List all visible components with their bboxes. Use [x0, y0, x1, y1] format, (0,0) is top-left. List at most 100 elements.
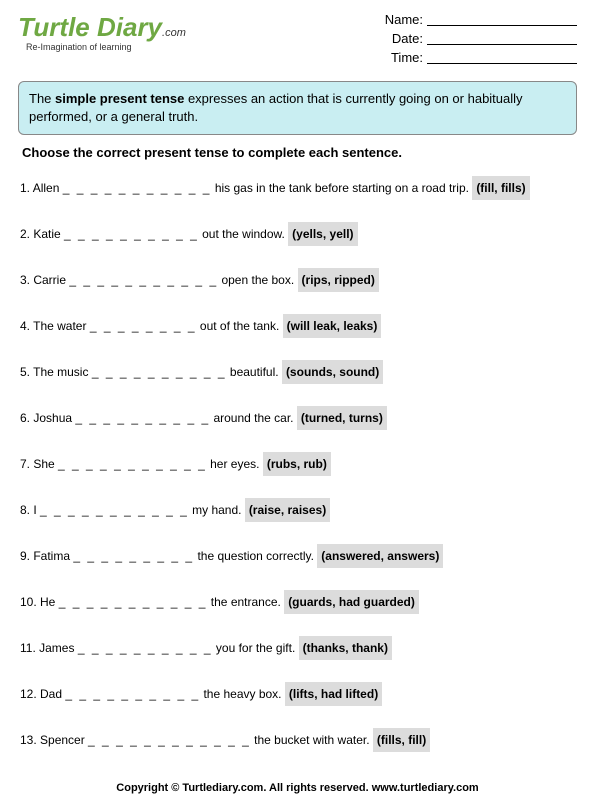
question-row: 7. She _ _ _ _ _ _ _ _ _ _ _ her eyes. (…	[20, 452, 577, 476]
question-pre: Katie	[33, 227, 64, 241]
question-pre: Fatima	[33, 549, 73, 563]
question-row: 6. Joshua _ _ _ _ _ _ _ _ _ _ around the…	[20, 406, 577, 430]
question-choices: (turned, turns)	[297, 406, 387, 430]
question-pre: Allen	[33, 181, 63, 195]
question-choices: (guards, had guarded)	[284, 590, 419, 614]
question-post: the bucket with water.	[251, 733, 373, 747]
question-choices: (answered, answers)	[317, 544, 443, 568]
question-number: 5.	[20, 365, 33, 379]
question-choices: (fills, fill)	[373, 728, 430, 752]
logo-tagline: Re-Imagination of learning	[26, 42, 186, 52]
question-post: my hand.	[189, 503, 245, 517]
question-choices: (lifts, had lifted)	[285, 682, 382, 706]
question-pre: The music	[33, 365, 92, 379]
question-number: 4.	[20, 319, 33, 333]
meta-name-row: Name:	[385, 12, 577, 27]
question-number: 12.	[20, 687, 40, 701]
question-row: 8. I _ _ _ _ _ _ _ _ _ _ _ my hand. (rai…	[20, 498, 577, 522]
question-row: 2. Katie _ _ _ _ _ _ _ _ _ _ out the win…	[20, 222, 577, 246]
meta-name-label: Name:	[385, 12, 423, 27]
question-number: 11.	[20, 641, 39, 655]
question-row: 9. Fatima _ _ _ _ _ _ _ _ _ the question…	[20, 544, 577, 568]
question-number: 9.	[20, 549, 33, 563]
question-row: 3. Carrie _ _ _ _ _ _ _ _ _ _ _ open the…	[20, 268, 577, 292]
logo-suffix: .com	[162, 27, 186, 39]
question-post: the question correctly.	[194, 549, 317, 563]
question-blank[interactable]: _ _ _ _ _ _ _ _ _ _ _ _	[88, 733, 251, 747]
question-post: her eyes.	[207, 457, 263, 471]
header: Turtle Diary.com Re-Imagination of learn…	[18, 10, 577, 69]
meta-name-line[interactable]	[427, 12, 577, 26]
question-choices: (yells, yell)	[288, 222, 357, 246]
meta-time-line[interactable]	[427, 50, 577, 64]
questions-list: 1. Allen _ _ _ _ _ _ _ _ _ _ _ his gas i…	[18, 176, 577, 752]
question-pre: I	[33, 503, 40, 517]
question-row: 5. The music _ _ _ _ _ _ _ _ _ _ beautif…	[20, 360, 577, 384]
question-pre: Dad	[40, 687, 65, 701]
question-pre: She	[33, 457, 58, 471]
question-post: his gas in the tank before starting on a…	[211, 181, 472, 195]
question-post: beautiful.	[227, 365, 282, 379]
question-pre: He	[40, 595, 59, 609]
meta-time-label: Time:	[391, 50, 423, 65]
question-row: 4. The water _ _ _ _ _ _ _ _ out of the …	[20, 314, 577, 338]
meta-date-row: Date:	[385, 31, 577, 46]
question-row: 13. Spencer _ _ _ _ _ _ _ _ _ _ _ _ the …	[20, 728, 577, 752]
question-number: 1.	[20, 181, 33, 195]
question-post: the heavy box.	[200, 687, 285, 701]
question-blank[interactable]: _ _ _ _ _ _ _ _ _ _	[75, 411, 210, 425]
question-row: 11. James _ _ _ _ _ _ _ _ _ _ you for th…	[20, 636, 577, 660]
question-blank[interactable]: _ _ _ _ _ _ _ _	[90, 319, 197, 333]
question-number: 8.	[20, 503, 33, 517]
question-pre: Carrie	[33, 273, 69, 287]
logo-text: Turtle Diary.com	[18, 14, 186, 40]
question-blank[interactable]: _ _ _ _ _ _ _ _ _	[73, 549, 194, 563]
question-blank[interactable]: _ _ _ _ _ _ _ _ _ _	[64, 227, 199, 241]
meta-time-row: Time:	[385, 50, 577, 65]
question-choices: (thanks, thank)	[299, 636, 392, 660]
question-choices: (fill, fills)	[472, 176, 529, 200]
question-post: open the box.	[218, 273, 297, 287]
question-choices: (will leak, leaks)	[283, 314, 382, 338]
logo-block: Turtle Diary.com Re-Imagination of learn…	[18, 10, 186, 69]
question-row: 10. He _ _ _ _ _ _ _ _ _ _ _ the entranc…	[20, 590, 577, 614]
question-choices: (raise, raises)	[245, 498, 330, 522]
question-number: 3.	[20, 273, 33, 287]
question-choices: (sounds, sound)	[282, 360, 383, 384]
question-blank[interactable]: _ _ _ _ _ _ _ _ _ _	[65, 687, 200, 701]
question-choices: (rubs, rub)	[263, 452, 331, 476]
question-pre: Spencer	[40, 733, 88, 747]
question-choices: (rips, ripped)	[298, 268, 379, 292]
question-post: you for the gift.	[213, 641, 299, 655]
question-post: out the window.	[199, 227, 288, 241]
question-pre: James	[39, 641, 78, 655]
meta-date-line[interactable]	[427, 31, 577, 45]
question-row: 1. Allen _ _ _ _ _ _ _ _ _ _ _ his gas i…	[20, 176, 577, 200]
question-blank[interactable]: _ _ _ _ _ _ _ _ _ _ _	[59, 595, 208, 609]
question-blank[interactable]: _ _ _ _ _ _ _ _ _ _	[78, 641, 213, 655]
question-number: 10.	[20, 595, 40, 609]
question-number: 2.	[20, 227, 33, 241]
question-blank[interactable]: _ _ _ _ _ _ _ _ _ _ _	[58, 457, 207, 471]
instruction: Choose the correct present tense to comp…	[22, 145, 577, 160]
question-blank[interactable]: _ _ _ _ _ _ _ _ _ _	[92, 365, 227, 379]
question-post: around the car.	[210, 411, 297, 425]
question-blank[interactable]: _ _ _ _ _ _ _ _ _ _ _	[63, 181, 212, 195]
question-number: 7.	[20, 457, 33, 471]
question-row: 12. Dad _ _ _ _ _ _ _ _ _ _ the heavy bo…	[20, 682, 577, 706]
intro-prefix: The	[29, 91, 55, 106]
logo-main: Turtle Diary	[18, 12, 162, 42]
question-post: the entrance.	[207, 595, 284, 609]
intro-bold: simple present tense	[55, 91, 184, 106]
question-post: out of the tank.	[197, 319, 283, 333]
meta-block: Name: Date: Time:	[385, 10, 577, 69]
intro-box: The simple present tense expresses an ac…	[18, 81, 577, 135]
question-pre: The water	[33, 319, 90, 333]
question-number: 6.	[20, 411, 33, 425]
footer: Copyright © Turtlediary.com. All rights …	[0, 782, 595, 794]
question-number: 13.	[20, 733, 40, 747]
question-blank[interactable]: _ _ _ _ _ _ _ _ _ _ _	[69, 273, 218, 287]
question-pre: Joshua	[33, 411, 75, 425]
meta-date-label: Date:	[392, 31, 423, 46]
question-blank[interactable]: _ _ _ _ _ _ _ _ _ _ _	[40, 503, 189, 517]
